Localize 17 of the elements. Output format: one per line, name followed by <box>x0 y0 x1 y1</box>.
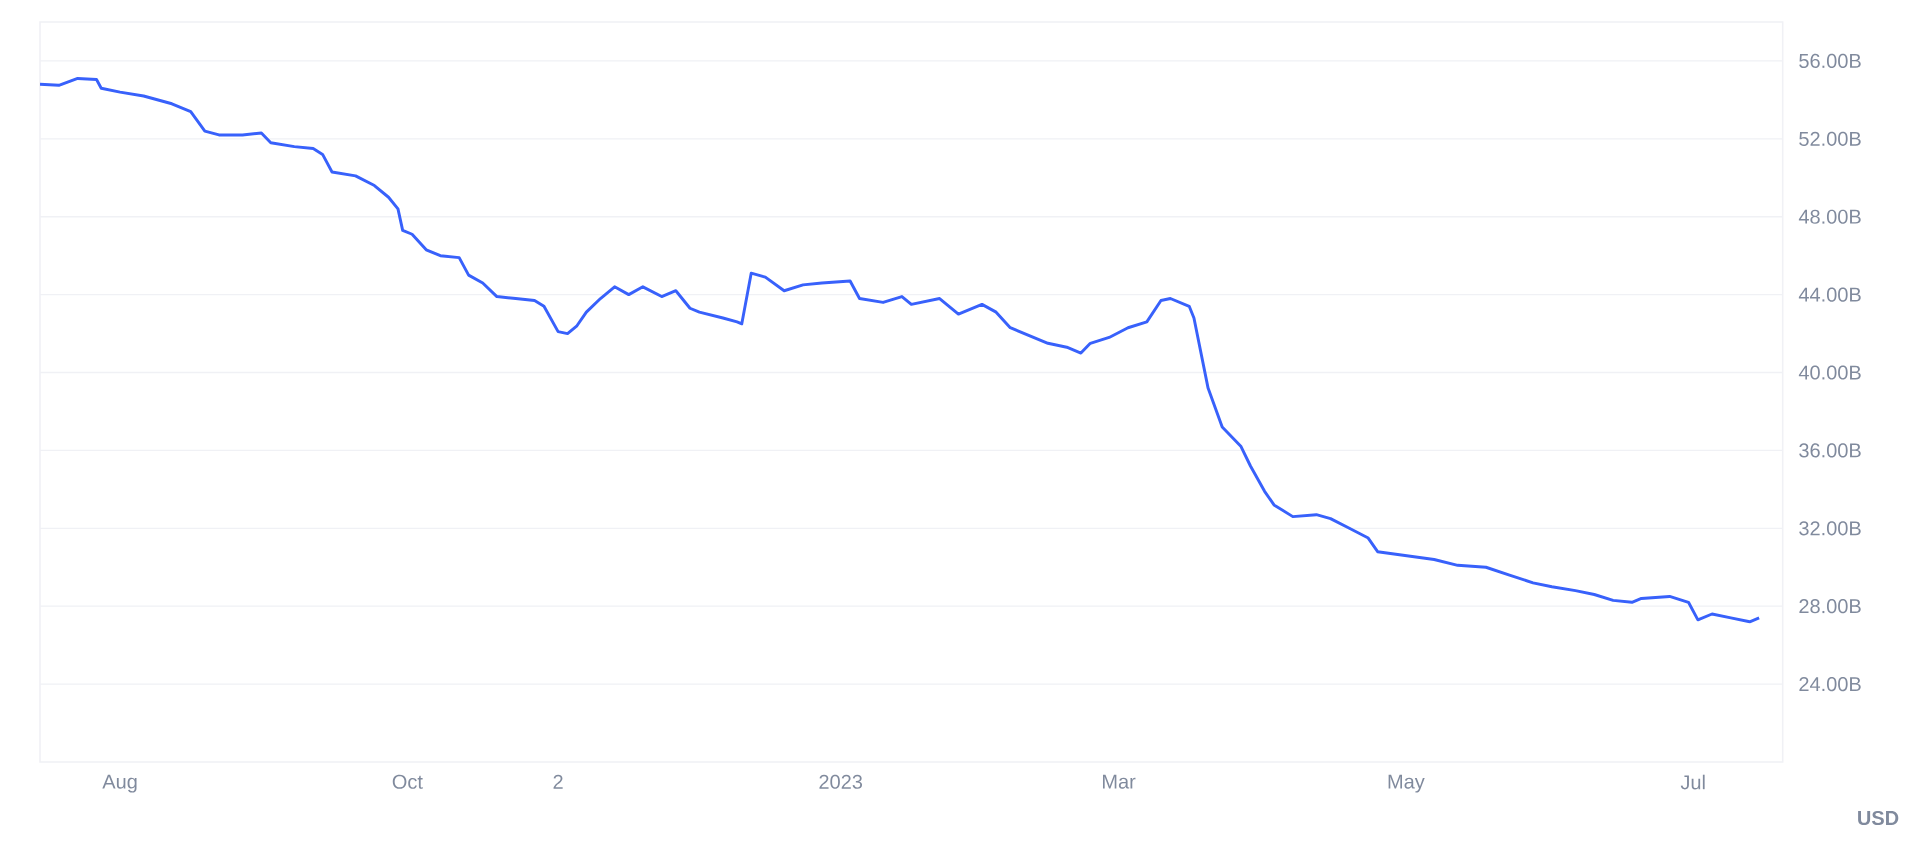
y-tick-label: 32.00B <box>1799 521 1861 536</box>
x-tick-label: Aug <box>102 774 137 793</box>
y-tick-label: 36.00B <box>1799 443 1861 458</box>
y-tick-label: 52.00B <box>1799 131 1861 146</box>
x-tick-label: May <box>1388 774 1425 793</box>
y-tick-label: 40.00B <box>1798 365 1861 380</box>
x-tick-label: 2 <box>553 774 563 789</box>
y-tick-label: 24.00B <box>1799 677 1861 692</box>
x-tick-label: 2023 <box>819 774 863 789</box>
y-axis-title: USD <box>1858 810 1899 826</box>
x-tick-label: Jul <box>1680 774 1705 790</box>
y-tick-label: 44.00B <box>1798 287 1861 302</box>
x-tick-label: Oct <box>392 774 423 789</box>
y-tick-label: 56.00B <box>1799 53 1861 69</box>
y-tick-label: 28.00B <box>1799 599 1861 614</box>
x-tick-label: Mar <box>1102 774 1136 789</box>
y-tick-label: 48.00B <box>1798 209 1861 224</box>
